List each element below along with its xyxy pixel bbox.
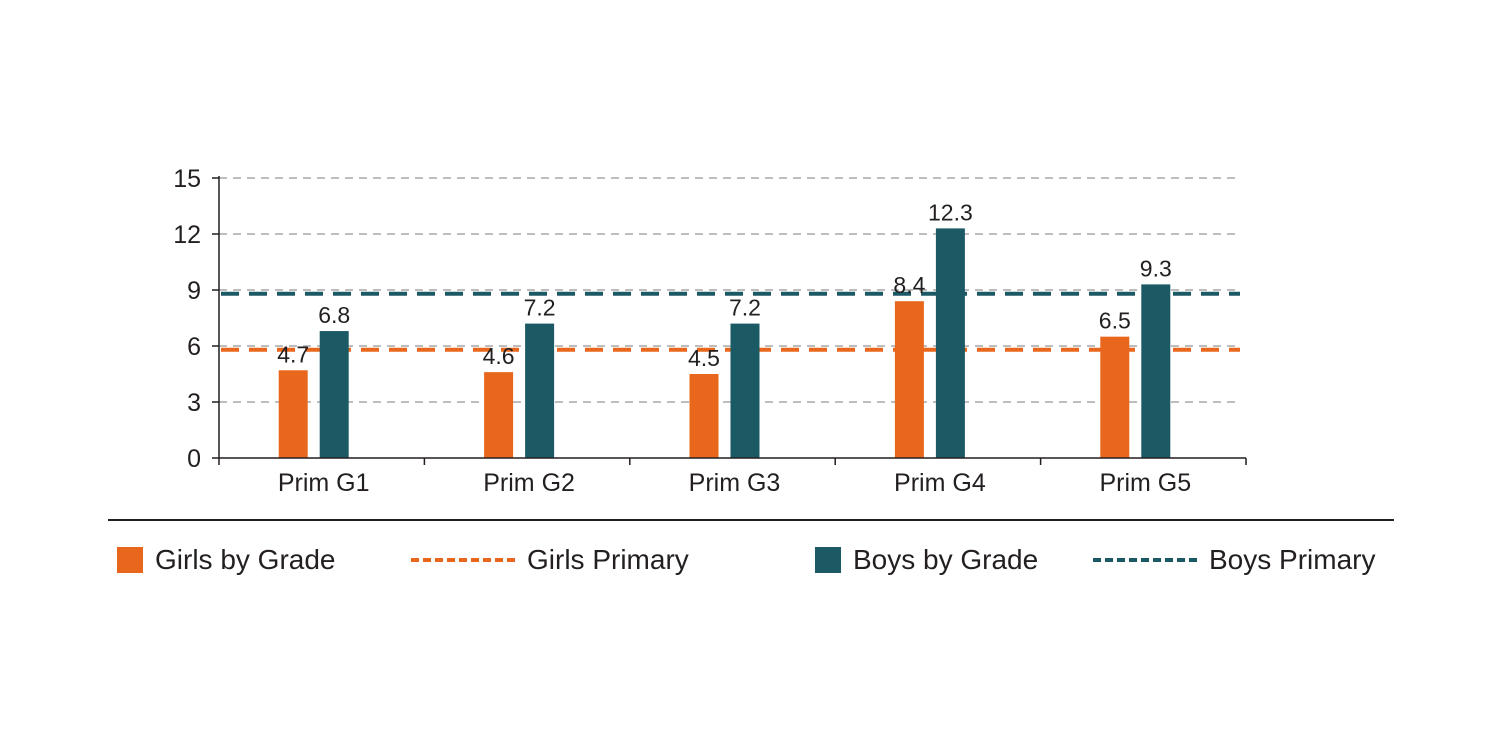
bar [730, 323, 760, 458]
x-tick-label: Prim G4 [894, 469, 986, 497]
legend-label-boys-by-grade: Boys by Grade [853, 544, 1039, 575]
y-tick-label: 0 [187, 445, 201, 473]
x-axis-tick-labels: Prim G1 Prim G2 Prim G3 Prim G4 Prim G5 [278, 469, 1191, 497]
y-tick-label: 9 [187, 277, 201, 305]
bar [935, 228, 965, 458]
data-label: 12.3 [928, 199, 973, 225]
data-label: 8.4 [893, 272, 925, 298]
bar [525, 323, 555, 458]
legend-item-boys-by-grade: Boys by Grade [815, 542, 1038, 578]
data-label: 7.2 [729, 295, 761, 321]
legend: Girls by Grade Girls Primary Boys by Gra… [0, 530, 1501, 590]
data-labels: 4.7 6.8 4.6 7.2 4.5 7.2 8.4 12.3 6.5 9.3 [277, 199, 1172, 371]
data-label: 9.3 [1140, 255, 1172, 281]
legend-swatch-girls-by-grade [117, 547, 143, 573]
legend-dash-boys-primary [1093, 558, 1197, 562]
bar [894, 301, 924, 458]
bar [1141, 284, 1171, 458]
legend-item-girls-primary: Girls Primary [411, 542, 689, 578]
legend-label-girls-by-grade: Girls by Grade [155, 544, 336, 575]
legend-label-boys-primary: Boys Primary [1209, 544, 1376, 575]
y-axis-tick-labels: 0 3 6 9 12 15 [173, 165, 201, 473]
legend-dash-girls-primary [411, 558, 515, 562]
legend-item-boys-primary: Boys Primary [1093, 542, 1375, 578]
bars [278, 228, 1171, 458]
data-label: 4.7 [277, 341, 309, 367]
x-tick-label: Prim G3 [689, 469, 781, 497]
data-label: 7.2 [524, 295, 556, 321]
legend-label-girls-primary: Girls Primary [527, 544, 689, 575]
data-label: 4.6 [483, 343, 515, 369]
gridlines [219, 177, 1240, 403]
bar [319, 331, 349, 458]
x-tick-label: Prim G5 [1099, 469, 1191, 497]
axes [212, 176, 1247, 465]
data-label: 6.8 [318, 302, 350, 328]
legend-swatch-boys-by-grade [815, 547, 841, 573]
bar [484, 372, 514, 458]
y-tick-label: 6 [187, 333, 201, 361]
y-tick-label: 3 [187, 389, 201, 417]
data-label: 6.5 [1099, 308, 1131, 334]
x-tick-label: Prim G2 [483, 469, 575, 497]
bar [1100, 336, 1130, 458]
bar [278, 370, 308, 458]
legend-item-girls-by-grade: Girls by Grade [117, 542, 336, 578]
data-label: 4.5 [688, 345, 720, 371]
y-tick-label: 12 [173, 221, 201, 249]
y-tick-label: 15 [173, 165, 201, 193]
bar [689, 374, 719, 458]
x-tick-label: Prim G1 [278, 469, 370, 497]
